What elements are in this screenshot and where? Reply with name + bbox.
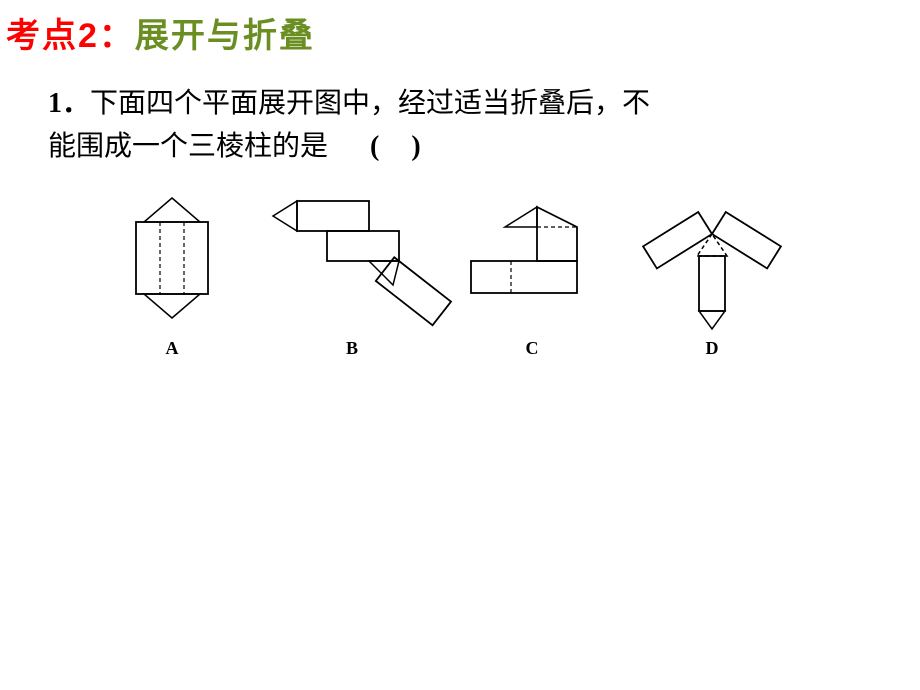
- figure-c: [447, 199, 617, 319]
- option-label-a: A: [166, 338, 179, 359]
- figure-container: A B C D: [82, 178, 802, 370]
- option-label-c: C: [526, 338, 539, 359]
- label-b: B: [267, 338, 437, 359]
- question-number: 1．: [48, 88, 90, 119]
- figure-d: [627, 184, 797, 334]
- label-d: D: [627, 338, 797, 359]
- label-a: A: [87, 338, 257, 359]
- figure-b: [267, 189, 437, 329]
- figure-a: [87, 194, 257, 324]
- question-line2: 能围成一个三棱柱的是: [48, 131, 328, 162]
- heading-prefix: 考点2：: [6, 17, 135, 55]
- question-text: 1．下面四个平面展开图中，经过适当折叠后，不 能围成一个三棱柱的是 ( ): [48, 82, 768, 169]
- option-label-b: B: [346, 338, 358, 359]
- label-c: C: [447, 338, 617, 359]
- section-heading: 考点2：展开与折叠: [6, 8, 315, 57]
- heading-suffix: 展开与折叠: [135, 17, 315, 55]
- question-line1: 下面四个平面展开图中，经过适当折叠后，不: [90, 88, 650, 119]
- option-label-d: D: [706, 338, 719, 359]
- label-row: A B C D: [82, 338, 802, 359]
- answer-paren: ( ): [370, 131, 423, 162]
- figure-row: [82, 184, 802, 334]
